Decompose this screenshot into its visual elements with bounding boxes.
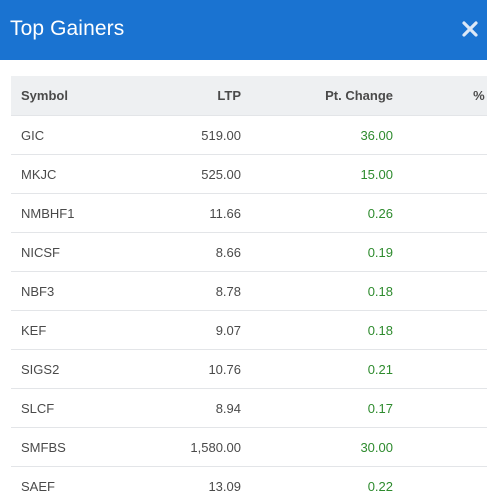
modal-header: Top Gainers [0, 0, 487, 60]
pct-change-cell: 2.09 [403, 271, 487, 311]
column-header-symbol[interactable]: Symbol [21, 88, 68, 103]
ltp-cell: 525.00 [129, 154, 251, 194]
pct-change-cell: 1.94 [403, 427, 487, 467]
ltp-cell: 13.09 [129, 466, 251, 501]
pct-change-cell: 1.71 [403, 466, 487, 501]
pt-change-cell: 36.00 [251, 115, 403, 155]
column-header-ltp[interactable]: LTP [217, 88, 241, 103]
pct-change-cell: 2.02 [403, 310, 487, 350]
pct-change-cell: 2.24 [403, 232, 487, 272]
ltp-cell: 10.76 [129, 349, 251, 389]
pct-change-cell: 1.94 [403, 388, 487, 428]
pt-change-cell: 0.26 [251, 193, 403, 233]
pt-change-cell: 15.00 [251, 154, 403, 194]
symbol-cell: SMFBS [11, 427, 129, 467]
ltp-cell: 519.00 [129, 115, 251, 155]
close-icon [462, 21, 478, 37]
ltp-cell: 9.07 [129, 310, 251, 350]
symbol-cell: SLCF [11, 388, 129, 428]
pt-change-cell: 30.00 [251, 427, 403, 467]
symbol-cell: NBF3 [11, 271, 129, 311]
pt-change-cell: 0.18 [251, 310, 403, 350]
ltp-cell: 8.66 [129, 232, 251, 272]
pct-change-cell: 2.28 [403, 193, 487, 233]
symbol-cell: KEF [11, 310, 129, 350]
pt-change-cell: 0.22 [251, 466, 403, 501]
pt-change-cell: 0.19 [251, 232, 403, 272]
pt-change-cell: 0.18 [251, 271, 403, 311]
ltp-cell: 11.66 [129, 193, 251, 233]
ltp-cell: 1,580.00 [129, 427, 251, 467]
table-header-row: Symbol LTP Pt. Change % Change [11, 76, 487, 116]
symbol-cell: NMBHF1 [11, 193, 129, 233]
ltp-cell: 8.78 [129, 271, 251, 311]
close-button[interactable] [461, 20, 479, 38]
pct-change-cell: 1.99 [403, 349, 487, 389]
symbol-cell: MKJC [11, 154, 129, 194]
symbol-cell: SIGS2 [11, 349, 129, 389]
gainers-table: Symbol LTP Pt. Change % Change GIC519.00… [11, 76, 487, 501]
pct-change-cell: 7.45 [403, 115, 487, 155]
pt-change-cell: 0.21 [251, 349, 403, 389]
column-header-pt-change[interactable]: Pt. Change [325, 88, 393, 103]
column-header-pct-change[interactable]: % Change [473, 88, 487, 103]
symbol-cell: NICSF [11, 232, 129, 272]
ltp-cell: 8.94 [129, 388, 251, 428]
pct-change-cell: 2.94 [403, 154, 487, 194]
symbol-cell: GIC [11, 115, 129, 155]
pt-change-cell: 0.17 [251, 388, 403, 428]
gainers-table-container: Symbol LTP Pt. Change % Change GIC519.00… [11, 76, 487, 501]
symbol-cell: SAEF [11, 466, 129, 501]
modal-title: Top Gainers [10, 17, 125, 40]
